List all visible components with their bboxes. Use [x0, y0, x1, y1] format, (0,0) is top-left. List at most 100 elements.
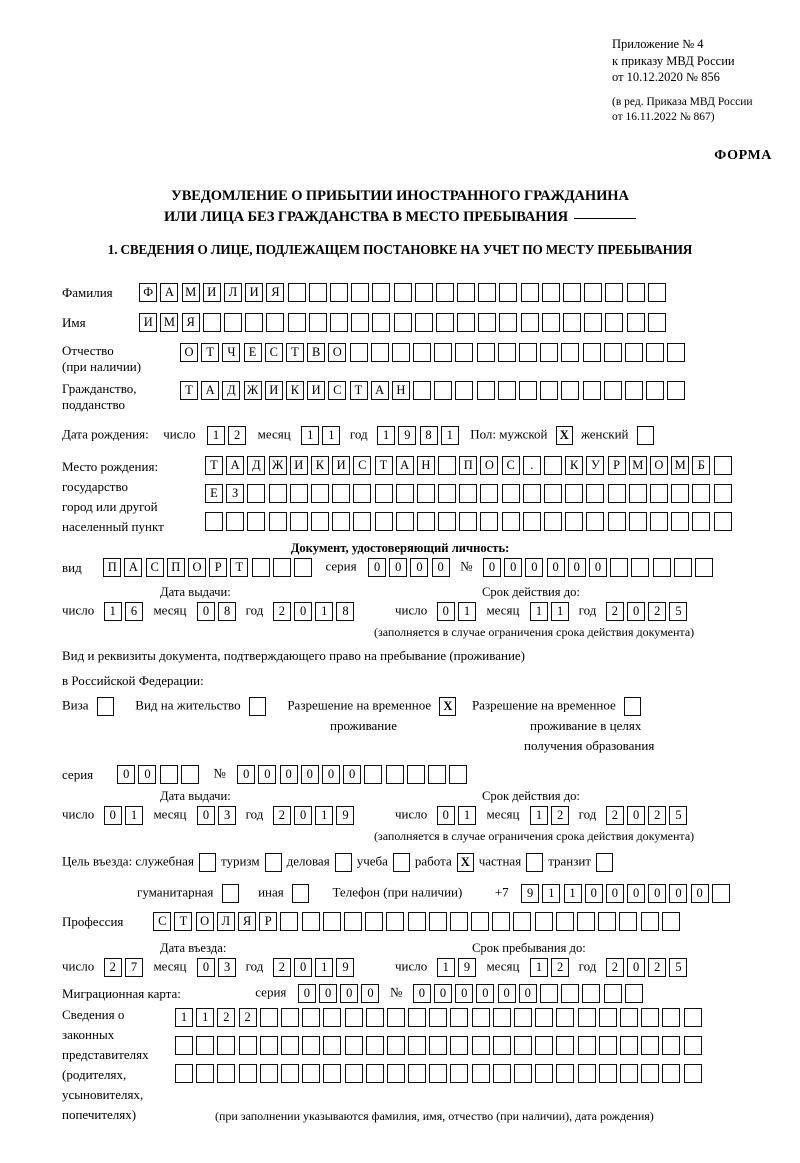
char-cell[interactable]: [673, 558, 692, 577]
char-cell[interactable]: [332, 512, 351, 531]
char-cell[interactable]: [302, 1036, 321, 1055]
char-cell[interactable]: [535, 1064, 554, 1083]
char-cell[interactable]: 1: [315, 958, 334, 977]
char-cell[interactable]: Е: [205, 484, 223, 503]
char-cell[interactable]: [577, 1036, 596, 1055]
char-cell[interactable]: [391, 343, 410, 362]
char-cell[interactable]: 0: [627, 806, 646, 825]
char-cell[interactable]: 0: [196, 602, 215, 621]
char-cell[interactable]: [563, 283, 581, 302]
char-cell[interactable]: [280, 1008, 299, 1027]
char-cell[interactable]: 0: [605, 884, 624, 903]
char-cell[interactable]: 0: [321, 765, 340, 784]
char-cell[interactable]: [395, 512, 414, 531]
char-cell[interactable]: 9: [457, 958, 476, 977]
char-cell[interactable]: А: [395, 456, 414, 475]
char-cell[interactable]: [471, 1036, 490, 1055]
char-cell[interactable]: [344, 1064, 363, 1083]
char-cell[interactable]: Т: [374, 456, 393, 475]
char-cell[interactable]: 1: [206, 426, 225, 445]
char-cell[interactable]: Н: [416, 456, 435, 475]
sex-male-checkbox[interactable]: X: [555, 426, 573, 445]
char-cell[interactable]: 0: [117, 765, 136, 784]
char-cell[interactable]: [455, 343, 474, 362]
char-cell[interactable]: Ч: [222, 343, 241, 362]
char-cell[interactable]: [577, 1064, 596, 1083]
char-cell[interactable]: [492, 1036, 511, 1055]
char-cell[interactable]: 1: [377, 426, 396, 445]
char-cell[interactable]: [414, 283, 433, 302]
char-cell[interactable]: [480, 512, 499, 531]
birthplace-row-3-input[interactable]: [205, 512, 732, 531]
char-cell[interactable]: [499, 283, 518, 302]
char-cell[interactable]: [626, 313, 645, 332]
char-cell[interactable]: 6: [124, 602, 143, 621]
char-cell[interactable]: 0: [294, 806, 313, 825]
char-cell[interactable]: С: [353, 456, 372, 475]
char-cell[interactable]: [427, 765, 446, 784]
char-cell[interactable]: О: [328, 343, 347, 362]
char-cell[interactable]: [428, 912, 447, 931]
char-cell[interactable]: [652, 558, 671, 577]
char-cell[interactable]: 7: [124, 958, 143, 977]
purpose-checkbox-учеба[interactable]: [392, 853, 410, 872]
char-cell[interactable]: [561, 343, 580, 362]
char-cell[interactable]: 0: [279, 765, 298, 784]
char-cell[interactable]: [202, 313, 221, 332]
char-cell[interactable]: [478, 313, 497, 332]
char-cell[interactable]: [196, 1036, 215, 1055]
char-cell[interactable]: Я: [181, 313, 200, 332]
humanitarian-checkbox[interactable]: [221, 884, 239, 903]
char-cell[interactable]: [582, 343, 601, 362]
char-cell[interactable]: [534, 912, 553, 931]
char-cell[interactable]: [626, 283, 645, 302]
char-cell[interactable]: 1: [529, 602, 548, 621]
char-cell[interactable]: 0: [361, 984, 380, 1003]
char-cell[interactable]: 0: [627, 602, 646, 621]
char-cell[interactable]: [713, 512, 732, 531]
char-cell[interactable]: [641, 1008, 660, 1027]
char-cell[interactable]: [499, 313, 518, 332]
char-cell[interactable]: 1: [196, 1008, 215, 1027]
char-cell[interactable]: [713, 484, 732, 503]
char-cell[interactable]: [457, 313, 476, 332]
char-cell[interactable]: Р: [607, 456, 626, 475]
char-cell[interactable]: Е: [243, 343, 262, 362]
char-cell[interactable]: [603, 984, 622, 1003]
purpose-checkbox-работа[interactable]: X: [456, 853, 474, 872]
char-cell[interactable]: [598, 1008, 617, 1027]
char-cell[interactable]: [541, 313, 560, 332]
char-cell[interactable]: 0: [567, 558, 586, 577]
char-cell[interactable]: 0: [237, 765, 256, 784]
purpose-checkbox-транзит[interactable]: [596, 853, 614, 872]
char-cell[interactable]: 1: [315, 602, 334, 621]
char-cell[interactable]: [541, 283, 560, 302]
char-cell[interactable]: [692, 484, 711, 503]
char-cell[interactable]: [598, 1036, 617, 1055]
char-cell[interactable]: Т: [201, 343, 220, 362]
char-cell[interactable]: [598, 1064, 617, 1083]
char-cell[interactable]: У: [586, 456, 605, 475]
char-cell[interactable]: [619, 1008, 638, 1027]
char-cell[interactable]: 2: [228, 426, 247, 445]
char-cell[interactable]: [522, 484, 541, 503]
char-cell[interactable]: Т: [285, 343, 304, 362]
char-cell[interactable]: [268, 512, 287, 531]
char-cell[interactable]: 2: [648, 806, 667, 825]
char-cell[interactable]: [647, 313, 666, 332]
char-cell[interactable]: [353, 484, 372, 503]
char-cell[interactable]: [159, 765, 178, 784]
char-cell[interactable]: 0: [340, 984, 359, 1003]
char-cell[interactable]: [329, 283, 348, 302]
char-cell[interactable]: 0: [297, 984, 316, 1003]
purpose-checkbox-служебная[interactable]: [198, 853, 216, 872]
char-cell[interactable]: [429, 1036, 448, 1055]
char-cell[interactable]: Р: [209, 558, 228, 577]
char-cell[interactable]: [520, 313, 539, 332]
char-cell[interactable]: [662, 1008, 681, 1027]
